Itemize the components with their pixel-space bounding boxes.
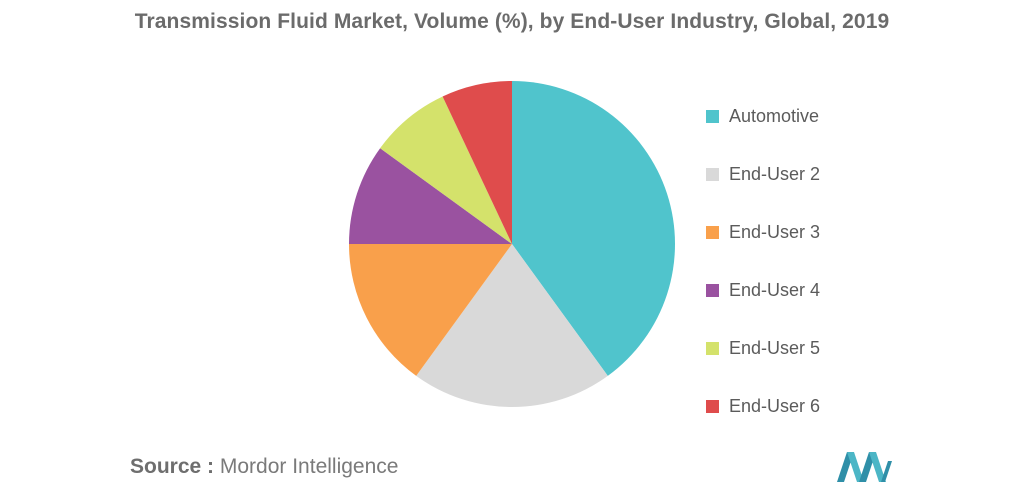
legend-swatch	[706, 167, 719, 181]
pie-slice-automotive	[512, 81, 676, 376]
legend-item: End-User 2	[706, 145, 820, 203]
legend-item: End-User 3	[706, 203, 820, 261]
legend-item: End-User 4	[706, 261, 820, 319]
source-label: Source :	[130, 455, 215, 478]
pie-slice-end-user-3	[349, 244, 512, 376]
legend-swatch	[706, 341, 719, 355]
legend-label: End-User 4	[729, 280, 821, 300]
pie-slice-end-user-6	[442, 81, 512, 244]
source-note: Source : Mordor Intelligence	[130, 455, 398, 479]
legend-label: End-User 3	[729, 222, 821, 242]
legend-label: End-User 5	[729, 338, 821, 358]
legend-label: End-User 6	[729, 396, 821, 416]
pie-slice-end-user-5	[380, 96, 512, 244]
legend-label: Automotive	[729, 106, 820, 126]
legend-swatch	[706, 283, 719, 297]
legend-item: Automotive	[706, 87, 820, 145]
legend-swatch	[706, 399, 719, 413]
chart-legend: Automotive End-User 2 End-User 3 End-User 4…	[706, 87, 820, 435]
legend-swatch	[706, 225, 719, 239]
source-text: Mordor Intelligence	[219, 455, 399, 478]
pie-slice-end-user-2	[416, 244, 608, 408]
legend-item: End-User 6	[706, 377, 820, 435]
pie-slices	[348, 81, 676, 408]
legend-swatch	[706, 109, 719, 123]
chart-title: Transmission Fluid Market, Volume (%), b…	[134, 10, 890, 33]
legend-label: End-User 2	[729, 164, 821, 184]
legend-item: End-User 5	[706, 319, 820, 377]
pie-slice-end-user-4	[348, 148, 512, 244]
mordor-intelligence-logo-icon	[837, 452, 892, 482]
